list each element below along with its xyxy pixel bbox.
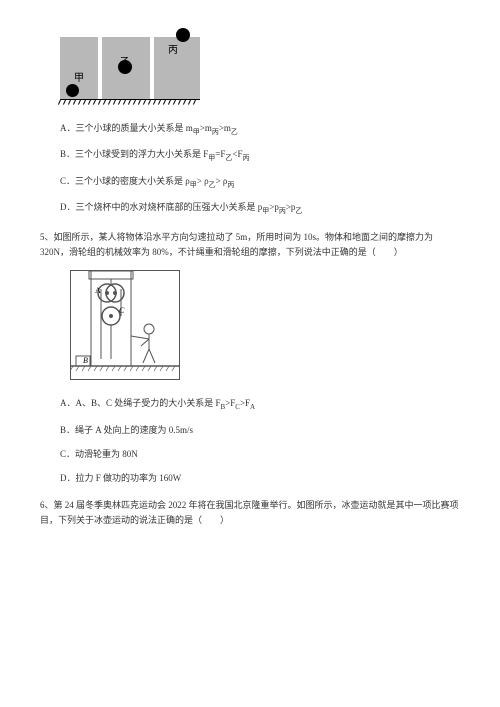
beaker-label: 乙 <box>120 54 130 72</box>
beaker-label: 甲 <box>74 70 84 88</box>
subscript-yi: 乙 <box>231 128 238 136</box>
subscript-yi: 乙 <box>209 181 216 189</box>
beaker-label: 丙 <box>168 42 178 60</box>
option-text: 三个小球的密度大小关系是 ρ <box>75 176 190 186</box>
option-text: >F <box>225 398 235 408</box>
q5-text: 5、如图所示，某人将物体沿水平方向匀速拉动了 5m，所用时间为 10s。物体和地… <box>40 230 460 261</box>
option-text: > ρ <box>197 176 209 186</box>
subscript-jia: 甲 <box>190 181 197 189</box>
subscript-bing: 丙 <box>242 154 249 162</box>
option-text: A．A、B、C 处绳子受力的大小关系是 F <box>60 398 221 408</box>
q6-text: 6、第 24 届冬季奥林匹克运动会 2022 年将在我国北京隆重举行。如图所示，… <box>40 498 460 529</box>
subscript-bing: 丙 <box>279 207 286 215</box>
pulley-label-c: C <box>119 306 125 315</box>
option-text: <F <box>232 149 242 159</box>
q5-option-d: D．拉力 F 做功的功率为 160W <box>60 470 460 486</box>
option-text: 三个小球受到的浮力大小关系是 F <box>75 149 208 159</box>
ball <box>176 28 190 42</box>
subscript-bing: 丙 <box>212 128 219 136</box>
subscript: A <box>250 403 255 411</box>
subscript-bing: 丙 <box>227 181 234 189</box>
q5-option-b: B．绳子 A 处向上的速度为 0.5m/s <box>60 422 460 438</box>
option-text: =F <box>215 149 225 159</box>
ground-surface <box>60 99 200 105</box>
q5-option-c: C．动滑轮重为 80N <box>60 446 460 462</box>
q4-option-a: A．三个小球的质量大小关系是 m甲>m丙>m乙 <box>60 120 460 138</box>
figure-three-balls: 甲 乙 丙 <box>60 30 200 105</box>
figure-pulley-system: A C B <box>70 270 180 380</box>
option-text: >p <box>269 202 279 212</box>
option-text: >m <box>200 123 212 133</box>
q4-option-d: D．三个烧杯中的水对烧杯底部的压强大小关系是 p甲>p丙>p乙 <box>60 199 460 217</box>
pulley-label-a: A <box>95 286 101 295</box>
q5-option-a: A．A、B、C 处绳子受力的大小关系是 FB>FC>FA <box>60 395 460 413</box>
subscript-jia: 甲 <box>193 128 200 136</box>
pulley-label-b: B <box>83 356 88 365</box>
option-text: >m <box>219 123 231 133</box>
subscript-yi: 乙 <box>295 207 302 215</box>
q4-option-b: B．三个小球受到的浮力大小关系是 F甲=F乙<F丙 <box>60 146 460 164</box>
option-text: >p <box>286 202 296 212</box>
q4-option-c: C．三个小球的密度大小关系是 ρ甲> ρ乙> ρ丙 <box>60 173 460 191</box>
option-text: 三个小球的质量大小关系是 m <box>76 123 193 133</box>
option-text: >F <box>240 398 250 408</box>
option-text: 三个烧杯中的水对烧杯底部的压强大小关系是 p <box>76 202 263 212</box>
option-text: > ρ <box>216 176 228 186</box>
